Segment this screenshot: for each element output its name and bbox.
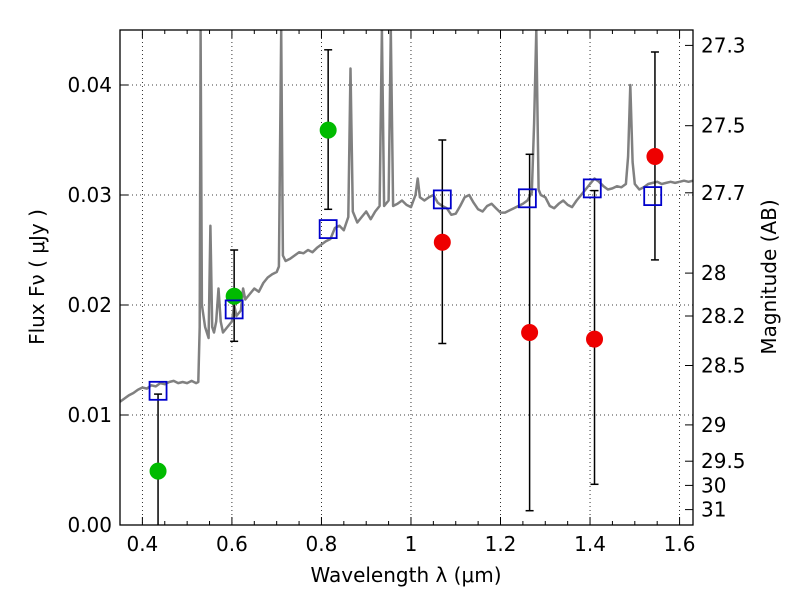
- model-photometry-point: [517, 188, 537, 209]
- right-tick-label: 27.5: [701, 114, 746, 138]
- y-tick-label: 0.03: [67, 183, 112, 207]
- right-tick-label: 27.3: [701, 33, 746, 57]
- grid: [120, 30, 693, 525]
- model-photometry-point: [148, 380, 168, 401]
- axes-ticks: 0.4 0.6 0.8 1 1.2 1.4 1.6 0.00 0.01 0.02 0.03 0.04 2…: [67, 30, 746, 556]
- x-tick-label: 1.6: [664, 532, 696, 556]
- x-axis-label: Wavelength λ (μm): [310, 563, 501, 587]
- right-tick-label: 31: [701, 498, 726, 522]
- x-tick-label: 0.4: [126, 532, 158, 556]
- data-point: [521, 324, 539, 341]
- right-tick-label: 29: [701, 413, 726, 437]
- right-tick-label: 29.5: [701, 449, 746, 473]
- spectrum-line: [120, 30, 693, 403]
- plot-frame: [119, 29, 694, 526]
- data-point: [433, 233, 451, 251]
- y-tick-label: 0.02: [67, 293, 112, 317]
- x-tick-label: 1.2: [485, 532, 517, 556]
- y-tick-label: 0.00: [67, 513, 112, 537]
- data-point: [225, 287, 243, 305]
- y-tick-label: 0.04: [67, 73, 112, 97]
- right-tick-label: 28.2: [701, 304, 746, 328]
- right-tick-label: 28: [701, 261, 726, 285]
- data-point: [319, 121, 337, 139]
- data-point: [149, 462, 167, 480]
- right-tick-label: 28.5: [701, 354, 746, 378]
- x-tick-label: 1: [405, 532, 418, 556]
- model-photometry-point: [432, 189, 452, 210]
- data-point: [586, 330, 604, 348]
- right-tick-label: 30: [701, 473, 726, 497]
- plot-area: [120, 30, 693, 525]
- x-tick-label: 0.8: [306, 532, 338, 556]
- model-photometry-point: [582, 178, 602, 199]
- x-tick-label: 0.6: [216, 532, 248, 556]
- right-tick-label: 27.7: [701, 181, 746, 205]
- right-axis-label: Magnitude (AB): [757, 199, 781, 354]
- model-photometry-point: [224, 299, 244, 320]
- model-photometry-point: [643, 186, 663, 207]
- model-photometry-point: [318, 219, 338, 240]
- data-point: [646, 148, 664, 165]
- x-tick-label: 1.4: [574, 532, 606, 556]
- y-tick-label: 0.01: [67, 403, 112, 427]
- y-axis-label: Flux Fν ( μJy ): [25, 209, 49, 345]
